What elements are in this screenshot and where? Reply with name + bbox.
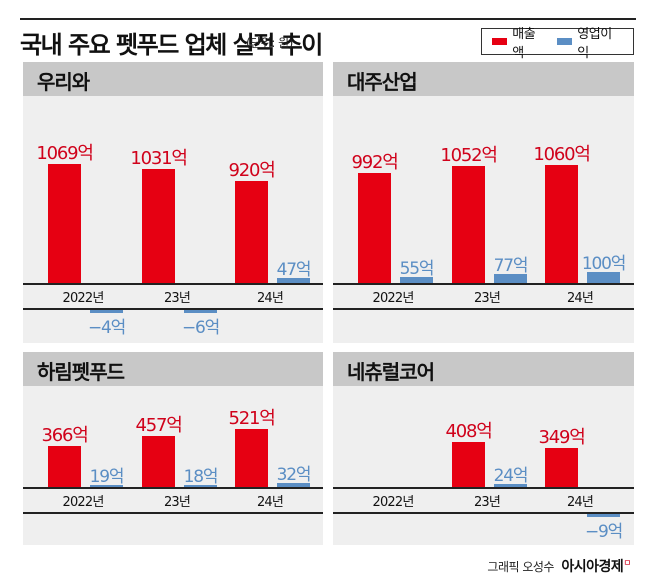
top-rule <box>20 18 636 20</box>
panel-header: 네츄럴코어 <box>333 352 634 386</box>
revenue-data-label: 366억 <box>41 425 88 447</box>
credit-brand: 아시아경제 <box>561 559 624 575</box>
legend-label-revenue: 매출액 <box>512 26 536 61</box>
operating-profit-bar <box>494 274 527 283</box>
revenue-data-label: 1069억 <box>36 143 94 165</box>
x-axis-line <box>333 283 634 285</box>
operating-profit-data-label: 77억 <box>493 256 529 277</box>
x-tick-label: 2022년 <box>372 291 414 306</box>
x-axis-line <box>333 487 634 489</box>
x-axis-line <box>23 487 323 489</box>
x-tick-label: 23년 <box>473 291 501 306</box>
panel-title: 하림펫푸드 <box>37 360 125 384</box>
revenue-bar <box>48 164 81 283</box>
x-tick-label: 23년 <box>473 495 501 510</box>
operating-profit-bar <box>277 483 310 487</box>
revenue-bar <box>235 429 268 487</box>
operating-profit-bar <box>184 484 217 487</box>
legend-item-operating-profit: 영업이익 <box>557 23 621 61</box>
operating-profit-bar <box>184 310 217 313</box>
operating-profit-data-label: 47억 <box>276 259 312 280</box>
x-tick-label: 2022년 <box>372 495 414 510</box>
operating-profit-bar <box>587 271 620 283</box>
revenue-data-label: 992억 <box>351 151 398 173</box>
revenue-data-label: 457억 <box>135 415 182 437</box>
revenue-bar <box>142 168 175 283</box>
credit: 그래픽 오성수 아시아경제ㅁ <box>487 556 631 576</box>
legend-item-revenue: 매출액 <box>492 23 545 61</box>
company-panel: 네츄럴코어 2022년 23년 408억 24억 24년 349억 −9억 <box>333 352 634 545</box>
company-panel: 하림펫푸드 2022년 366억 19억 23년 457억 18억 24년 521억 32억 <box>23 352 323 545</box>
operating-profit-data-label: 100억 <box>581 253 627 274</box>
operating-profit-bar <box>587 514 620 517</box>
x-tick-label: 24년 <box>566 495 594 510</box>
revenue-bar <box>452 166 485 283</box>
panel-header: 하림펫푸드 <box>23 352 323 386</box>
revenue-data-label: 521억 <box>228 408 275 430</box>
chart-title: 국내 주요 펫푸드 업체 실적 추이 <box>20 31 323 59</box>
x-axis-line <box>23 283 323 285</box>
operating-profit-data-label: 24억 <box>493 466 529 487</box>
revenue-bar <box>545 165 578 283</box>
revenue-bar <box>48 446 81 487</box>
revenue-bar <box>452 441 485 487</box>
x-axis-bottom-line <box>23 308 323 310</box>
operating-profit-data-label: −9억 <box>584 522 623 542</box>
revenue-bar <box>545 448 578 487</box>
x-tick-label: 24년 <box>256 495 284 510</box>
legend-swatch-operating-profit <box>557 38 573 45</box>
operating-profit-data-label: −6억 <box>181 318 220 338</box>
operating-profit-data-label: 18억 <box>183 466 219 487</box>
x-tick-label: 2022년 <box>62 495 104 510</box>
operating-profit-data-label: 32억 <box>276 465 312 486</box>
company-panel: 우리와 2022년 1069억 −4억 23년 1031억 −6억 24년 920억 47억 <box>23 62 323 343</box>
x-tick-label: 23년 <box>163 495 191 510</box>
x-tick-label: 24년 <box>256 291 284 306</box>
operating-profit-bar <box>277 277 310 283</box>
operating-profit-bar <box>400 276 433 283</box>
panel-header: 대주산업 <box>333 62 634 96</box>
panel-title: 우리와 <box>37 70 90 94</box>
panel-title: 네츄럴코어 <box>347 360 435 384</box>
legend-swatch-revenue <box>492 38 508 45</box>
panel-header: 우리와 <box>23 62 323 96</box>
revenue-data-label: 1052억 <box>440 145 498 167</box>
unit-label: (단위: 원) <box>246 36 293 50</box>
revenue-data-label: 349억 <box>538 427 585 449</box>
brand-mark-icon: ㅁ <box>623 559 631 569</box>
revenue-data-label: 1031억 <box>130 147 188 169</box>
company-panel: 대주산업 2022년 992억 55억 23년 1052억 77억 24년 1060억 100억 <box>333 62 634 343</box>
x-tick-label: 2022년 <box>62 291 104 306</box>
x-tick-label: 24년 <box>566 291 594 306</box>
revenue-bar <box>142 436 175 487</box>
revenue-bar <box>358 172 391 283</box>
revenue-data-label: 1060억 <box>533 144 591 166</box>
operating-profit-bar <box>494 484 527 487</box>
revenue-bar <box>235 180 268 283</box>
operating-profit-data-label: 19억 <box>89 466 125 487</box>
operating-profit-data-label: −4억 <box>87 318 126 338</box>
x-axis-bottom-line <box>333 512 634 514</box>
x-axis-bottom-line <box>333 308 634 310</box>
revenue-data-label: 408억 <box>445 420 492 442</box>
x-axis-bottom-line <box>23 512 323 514</box>
operating-profit-data-label: 55억 <box>399 258 435 279</box>
panel-title: 대주산업 <box>347 70 418 94</box>
legend: 매출액 영업이익 <box>481 27 634 61</box>
credit-graphic: 그래픽 오성수 <box>487 560 554 574</box>
legend-label-operating-profit: 영업이익 <box>577 26 612 61</box>
revenue-data-label: 920억 <box>228 159 275 181</box>
operating-profit-bar <box>90 484 123 487</box>
x-tick-label: 23년 <box>163 291 191 306</box>
operating-profit-bar <box>90 310 123 313</box>
